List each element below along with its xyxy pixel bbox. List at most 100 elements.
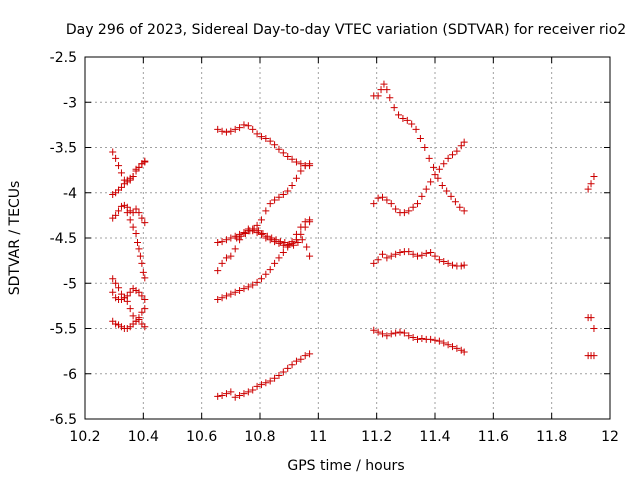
data-point xyxy=(214,392,222,400)
data-point xyxy=(290,241,298,249)
data-point xyxy=(400,209,408,217)
data-point xyxy=(279,368,287,376)
data-point xyxy=(231,232,239,240)
data-point xyxy=(418,251,426,259)
data-point xyxy=(431,252,439,260)
series-s3 xyxy=(109,201,149,227)
data-point xyxy=(218,259,226,267)
data-point xyxy=(306,160,314,168)
data-point xyxy=(421,144,429,151)
data-point xyxy=(456,203,464,211)
data-point xyxy=(370,200,378,208)
data-point xyxy=(425,154,433,162)
data-point xyxy=(301,218,309,226)
data-point xyxy=(262,234,270,242)
data-point xyxy=(414,252,421,260)
axes xyxy=(84,56,611,420)
data-point xyxy=(392,329,400,337)
data-point xyxy=(138,259,146,267)
data-point xyxy=(112,320,120,328)
data-point xyxy=(427,178,435,186)
data-point xyxy=(227,127,235,135)
series-s8 xyxy=(214,121,314,170)
data-point xyxy=(434,174,442,182)
data-point xyxy=(297,160,305,168)
data-point xyxy=(138,160,146,168)
series-s12 xyxy=(214,216,314,304)
data-point xyxy=(117,202,125,210)
data-point xyxy=(422,249,430,257)
data-point xyxy=(292,357,300,365)
data-point xyxy=(262,207,270,215)
y-tick-label: -5 xyxy=(63,276,77,292)
data-point xyxy=(132,205,140,213)
data-point xyxy=(263,232,271,240)
data-point xyxy=(457,262,465,270)
data-point xyxy=(590,352,598,360)
data-point xyxy=(383,86,391,94)
y-tick-label: -3.5 xyxy=(50,141,77,157)
data-point xyxy=(244,122,252,130)
data-point xyxy=(390,104,398,112)
data-point xyxy=(231,125,239,133)
data-point xyxy=(447,192,455,200)
data-point xyxy=(120,201,128,209)
series-s11 xyxy=(233,225,314,260)
data-point xyxy=(227,234,235,242)
data-point xyxy=(435,165,443,173)
data-point xyxy=(306,216,314,224)
x-tick-label: 11.2 xyxy=(361,429,392,445)
data-point xyxy=(306,252,314,260)
data-point xyxy=(253,229,261,237)
data-point xyxy=(431,336,439,344)
data-point xyxy=(129,285,137,293)
data-point xyxy=(584,185,592,193)
data-point xyxy=(383,254,391,262)
y-tick-label: -2.5 xyxy=(50,50,77,66)
data-point xyxy=(418,334,426,342)
data-point xyxy=(218,238,226,246)
data-point xyxy=(387,200,395,208)
data-point xyxy=(405,248,413,256)
data-point xyxy=(135,288,143,296)
data-point xyxy=(303,243,311,251)
data-point xyxy=(279,248,287,256)
data-point xyxy=(392,205,400,213)
data-point xyxy=(126,207,134,215)
data-point xyxy=(275,193,283,201)
data-point xyxy=(141,305,149,313)
data-point xyxy=(139,268,147,276)
series-s4 xyxy=(123,209,149,282)
data-point xyxy=(227,388,235,396)
data-point xyxy=(249,386,257,394)
data-point xyxy=(294,239,302,247)
data-point xyxy=(284,243,292,251)
data-point xyxy=(275,372,283,380)
data-point xyxy=(115,321,123,329)
data-point xyxy=(233,234,241,242)
data-point xyxy=(444,259,452,267)
data-point xyxy=(218,294,226,302)
data-point xyxy=(132,317,140,325)
x-tick-label: 11.6 xyxy=(478,429,509,445)
data-point xyxy=(257,133,265,141)
data-point xyxy=(120,294,128,302)
data-point xyxy=(126,305,134,313)
data-point xyxy=(427,335,435,343)
data-point xyxy=(451,198,459,206)
data-point xyxy=(222,254,230,262)
data-point xyxy=(266,137,274,145)
data-point xyxy=(383,196,391,204)
data-point xyxy=(403,116,411,124)
x-tick-label: 10.6 xyxy=(186,429,217,445)
data-point xyxy=(214,296,222,304)
data-point xyxy=(241,229,249,237)
data-point xyxy=(112,211,120,219)
data-point xyxy=(218,391,226,399)
chart-title: Day 296 of 2023, Sidereal Day-to-day VTE… xyxy=(66,22,626,38)
data-point xyxy=(123,176,131,184)
x-tick-labels: 10.2 10.4 10.6 10.8 11 11.2 11.4 11.6 11.8 12 xyxy=(69,429,619,445)
data-point xyxy=(416,134,424,142)
data-point xyxy=(222,128,230,136)
data-point xyxy=(112,294,120,302)
